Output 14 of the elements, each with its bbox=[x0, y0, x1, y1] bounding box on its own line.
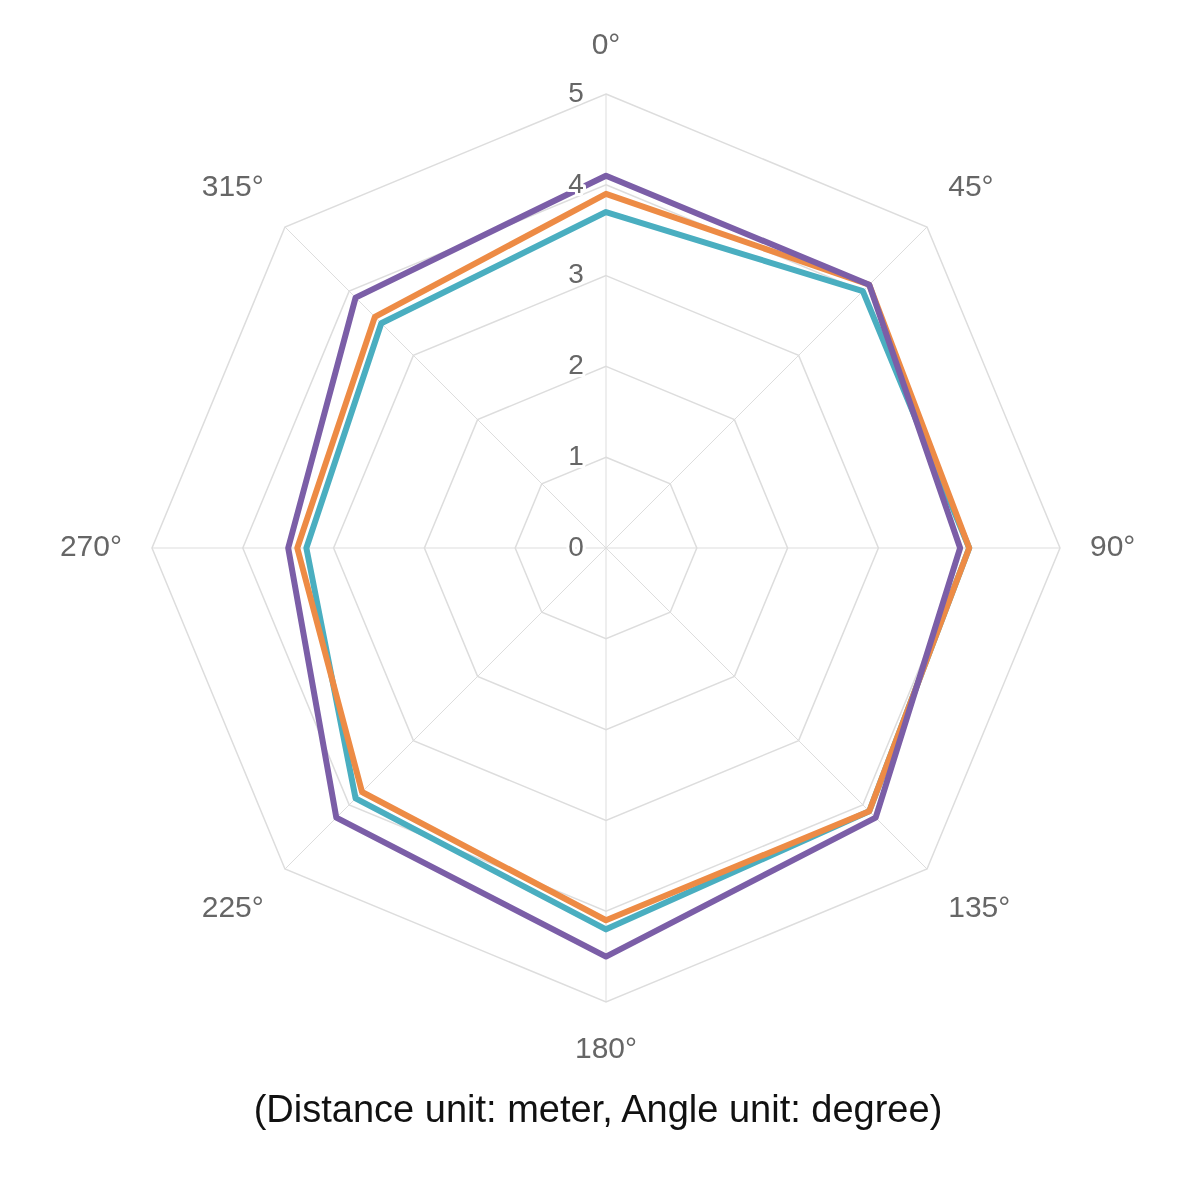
spoke-label: 45° bbox=[948, 169, 994, 203]
y-tick-label: 0 bbox=[568, 530, 584, 562]
spoke-label: 90° bbox=[1090, 529, 1136, 563]
text: (Distance unit: meter, Angle unit: degree) bbox=[252, 1088, 944, 1131]
spoke-label: 135° bbox=[948, 889, 1011, 923]
y-tick-label: 1 bbox=[568, 439, 584, 471]
y-tick-label: 5 bbox=[568, 76, 584, 108]
spoke-label: 180° bbox=[574, 1031, 638, 1065]
spoke-label: 225° bbox=[201, 889, 264, 923]
spoke-label: 315° bbox=[201, 169, 264, 203]
spoke-label: 0° bbox=[591, 27, 621, 61]
y-tick-label: 2 bbox=[568, 349, 584, 381]
y-tick-label: 3 bbox=[568, 258, 584, 290]
spoke-label: 270° bbox=[59, 529, 122, 563]
